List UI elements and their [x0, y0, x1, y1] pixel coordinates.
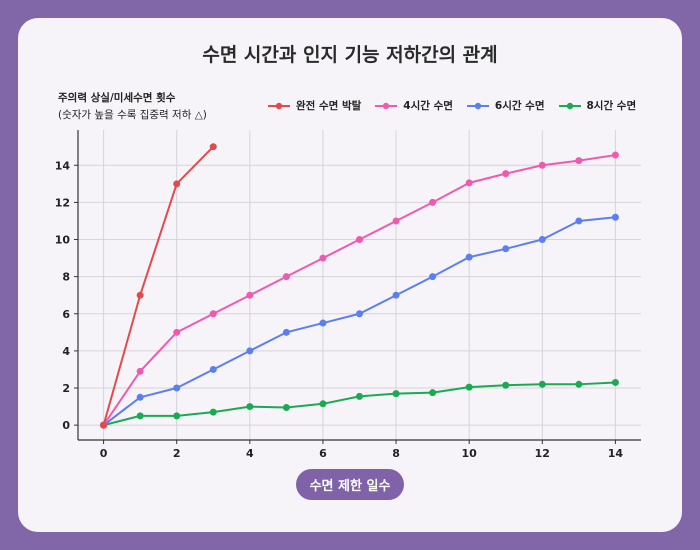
- y-tick-label: 12: [55, 196, 70, 209]
- data-point: [392, 291, 400, 299]
- data-point: [502, 381, 510, 389]
- series-line: [102, 146, 214, 426]
- data-point: [173, 412, 181, 420]
- chart-title: 수면 시간과 인지 기능 저하간의 관계: [202, 44, 498, 66]
- y-tick-label: 0: [62, 419, 70, 432]
- data-point: [465, 179, 473, 187]
- legend-label: 8시간 수면: [586, 100, 637, 112]
- data-point: [611, 213, 619, 221]
- data-point: [538, 236, 546, 244]
- data-point: [465, 253, 473, 261]
- data-point: [246, 291, 254, 299]
- data-point: [319, 400, 327, 408]
- x-tick-label: 8: [392, 447, 400, 460]
- legend-label: 6시간 수면: [494, 100, 545, 112]
- data-point: [209, 310, 217, 318]
- x-axis-label: 수면 제한 일수: [296, 469, 404, 500]
- legend-item: 4시간 수면: [375, 98, 453, 113]
- legend-label: 완전 수면 박탈: [296, 100, 362, 112]
- y-axis-label-main: 주의력 상실/미세수면 횟수: [58, 92, 176, 104]
- data-point: [392, 390, 400, 398]
- data-point: [429, 389, 437, 397]
- data-point: [282, 328, 290, 336]
- data-point: [136, 393, 144, 401]
- data-point: [209, 143, 217, 151]
- data-point: [392, 217, 400, 225]
- y-tick-label: 14: [55, 159, 71, 172]
- data-point: [611, 378, 619, 386]
- x-tick-label: 14: [608, 447, 624, 460]
- data-point: [429, 273, 437, 281]
- data-point: [173, 180, 181, 188]
- data-point: [173, 328, 181, 336]
- data-point: [100, 421, 108, 429]
- data-point: [429, 198, 437, 206]
- x-tick-label: 6: [319, 447, 327, 460]
- series-0: [100, 143, 217, 429]
- x-tick-label: 2: [173, 447, 181, 460]
- legend: 완전 수면 박탈 4시간 수면 6시간 수면 8시간 수면: [268, 98, 636, 113]
- data-point: [502, 170, 510, 178]
- y-axis-label: 주의력 상실/미세수면 횟수 (숫자가 높을 수록 집중력 저하 △): [58, 90, 207, 124]
- y-tick-label: 6: [62, 308, 70, 321]
- x-tick-label: 12: [535, 447, 550, 460]
- data-point: [575, 380, 583, 388]
- data-point: [538, 380, 546, 388]
- series-1: [100, 151, 619, 429]
- legend-marker-icon: [375, 102, 398, 109]
- legend-item: 8시간 수면: [558, 98, 637, 113]
- x-tick-label: 0: [100, 447, 108, 460]
- data-point: [209, 365, 217, 373]
- legend-marker-icon: [466, 102, 489, 109]
- y-tick-label: 8: [62, 271, 70, 284]
- data-point: [173, 384, 181, 392]
- y-tick-label: 2: [62, 382, 70, 395]
- legend-marker-icon: [268, 102, 290, 109]
- x-tick-label: 4: [246, 447, 254, 460]
- data-point: [209, 408, 217, 416]
- series-line: [103, 381, 616, 427]
- data-point: [136, 291, 144, 299]
- data-point: [356, 392, 363, 400]
- data-point: [575, 157, 583, 165]
- data-point: [136, 367, 144, 375]
- y-tick-label: 4: [62, 345, 70, 358]
- data-point: [319, 319, 327, 327]
- legend-item: 완전 수면 박탈: [268, 98, 361, 113]
- legend-marker-icon: [558, 102, 581, 109]
- data-point: [282, 273, 290, 281]
- data-point: [538, 161, 546, 169]
- data-point: [282, 404, 290, 412]
- x-tick-label: 10: [462, 447, 478, 460]
- data-point: [136, 412, 144, 420]
- y-axis-label-note: (숫자가 높을 수록 집중력 저하 △): [58, 109, 207, 121]
- data-point: [356, 236, 363, 244]
- legend-item: 6시간 수면: [466, 98, 545, 113]
- data-point: [575, 217, 583, 225]
- data-point: [246, 347, 254, 355]
- data-point: [502, 245, 510, 253]
- data-point: [356, 310, 363, 318]
- series-3: [100, 378, 619, 429]
- data-point: [246, 403, 254, 411]
- legend-label: 4시간 수면: [403, 100, 453, 112]
- data-point: [319, 254, 327, 262]
- data-point: [465, 383, 473, 391]
- data-point: [611, 151, 619, 159]
- y-tick-label: 10: [55, 234, 71, 247]
